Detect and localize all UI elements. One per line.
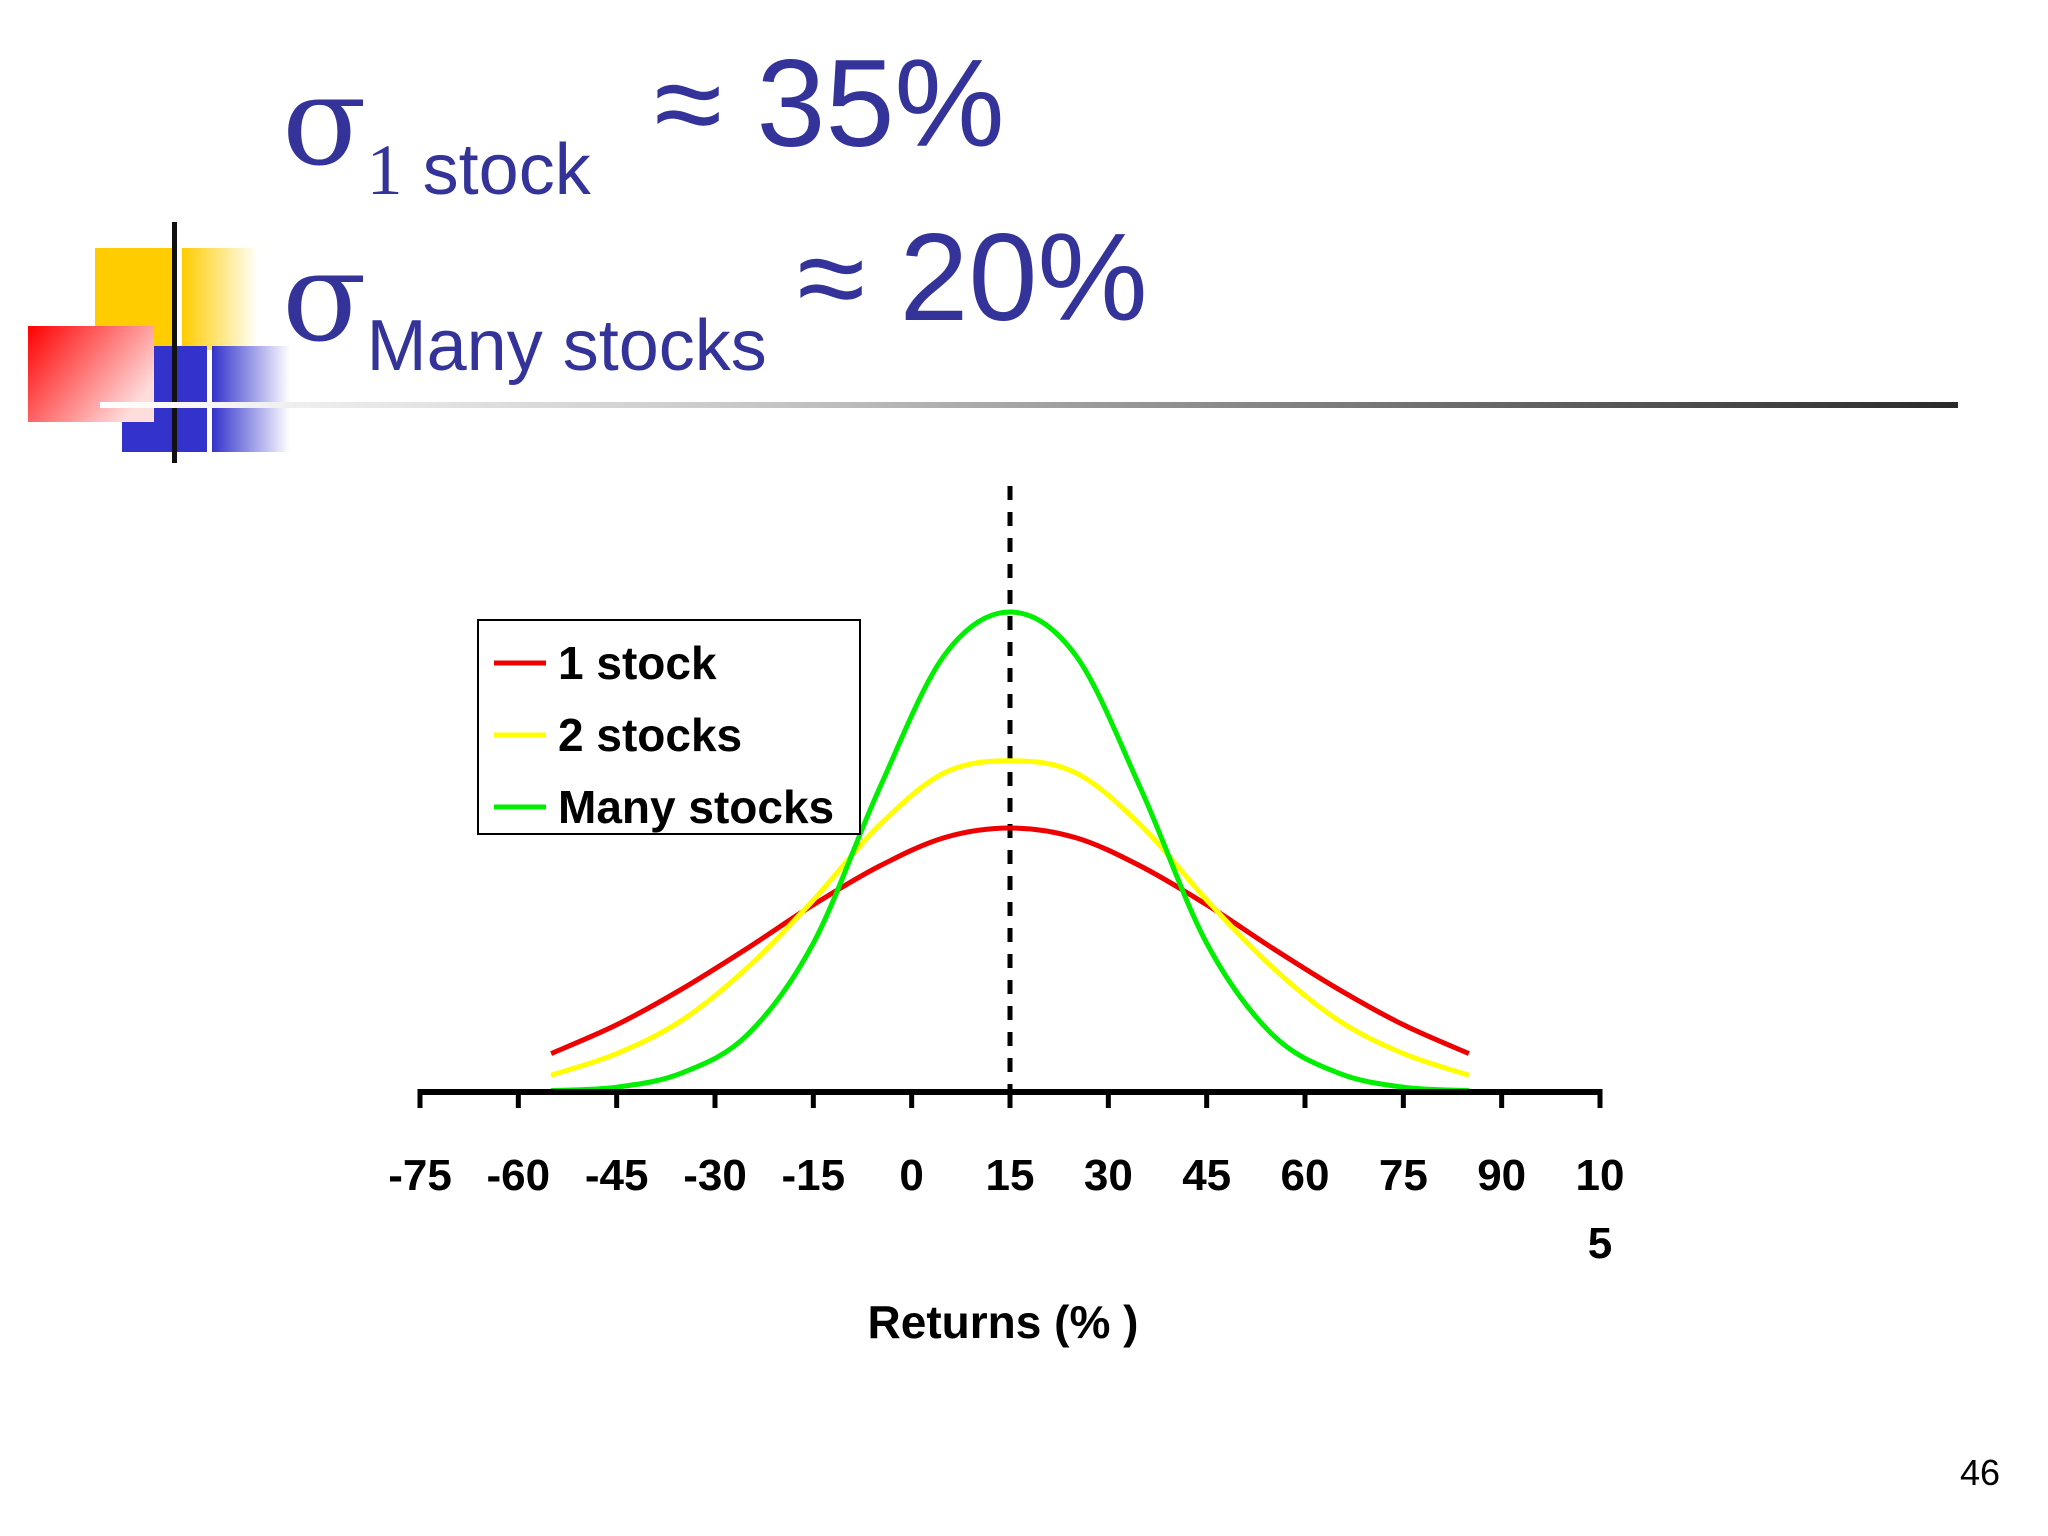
heading-line-2-value: ≈ 20% <box>797 209 1148 347</box>
x-tick-label: 45 <box>1182 1151 1231 1200</box>
legend-label: 1 stock <box>558 637 717 689</box>
sigma-symbol: σ <box>282 50 367 194</box>
x-tick-label: 90 <box>1477 1151 1526 1200</box>
heading-line-1-value: ≈ 35% <box>654 35 1005 173</box>
deco-blue-right <box>212 346 290 452</box>
x-tick-label: 30 <box>1084 1151 1133 1200</box>
x-tick-label: -60 <box>487 1151 551 1200</box>
x-axis-label: Returns (% ) <box>868 1296 1139 1348</box>
series-line-many-stocks <box>550 609 1470 1094</box>
x-tick-label: 5 <box>1588 1219 1612 1268</box>
x-tick-labels: -75 -60 -45 -30 -15 0 15 30 45 60 75 90 105 <box>388 1151 1624 1268</box>
series-layer <box>550 609 1470 1094</box>
x-tick-label: 75 <box>1379 1151 1428 1200</box>
legend: 1 stock 2 stocks Many stocks <box>477 619 861 835</box>
subscript-text: stock <box>402 130 591 210</box>
x-tick-label: -15 <box>782 1151 846 1200</box>
x-tick-label: 0 <box>899 1151 923 1200</box>
legend-box <box>477 619 861 835</box>
heading-line-2: σMany stocks <box>282 236 767 382</box>
heading-line-1: σ1 stock <box>282 60 591 206</box>
sigma-subscript-1-stock: 1 stock <box>367 130 591 210</box>
x-axis <box>417 1089 1603 1108</box>
deco-yellow-right <box>182 248 258 350</box>
x-tick-label: -45 <box>585 1151 649 1200</box>
deco-vertical-bar <box>172 222 177 463</box>
legend-label: 2 stocks <box>558 709 742 761</box>
x-tick-label: 15 <box>986 1151 1035 1200</box>
x-tick-label: 60 <box>1281 1151 1330 1200</box>
series-line-2-stocks <box>550 758 1470 1078</box>
page-number: 46 <box>1959 1452 2000 1493</box>
x-tick-label: 10 <box>1576 1151 1625 1200</box>
series-line-1-stock <box>550 825 1470 1056</box>
subscript-number: 1 <box>366 130 403 210</box>
sigma-subscript-many-stocks: Many stocks <box>366 306 767 386</box>
sigma-symbol: σ <box>282 226 367 370</box>
legend-label: Many stocks <box>558 781 834 833</box>
title-rule <box>100 402 1958 408</box>
x-tick-label: -30 <box>683 1151 747 1200</box>
x-tick-label: -75 <box>388 1151 452 1200</box>
